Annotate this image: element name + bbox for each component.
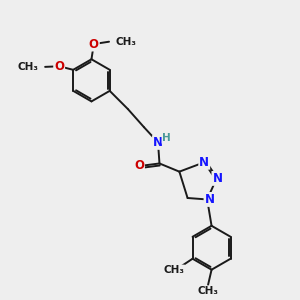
Text: O: O: [54, 60, 64, 73]
Text: CH₃: CH₃: [116, 37, 136, 47]
Text: O: O: [134, 159, 144, 172]
Text: N: N: [153, 136, 163, 149]
Text: CH₃: CH₃: [18, 62, 39, 72]
Text: H: H: [162, 133, 171, 143]
Text: N: N: [205, 193, 214, 206]
Text: CH₃: CH₃: [163, 266, 184, 275]
Text: N: N: [199, 156, 209, 169]
Text: N: N: [212, 172, 222, 185]
Text: CH₃: CH₃: [198, 286, 219, 296]
Text: O: O: [89, 38, 99, 50]
